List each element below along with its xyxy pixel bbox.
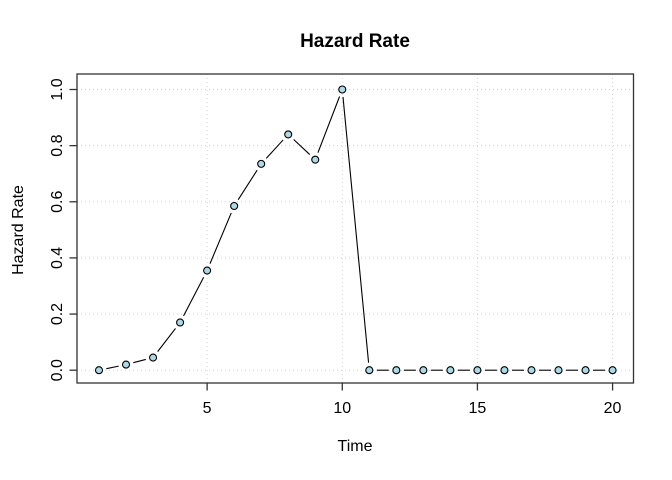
x-tick-label: 20 [604,400,622,417]
data-point [311,155,320,164]
x-tick-label: 10 [333,400,351,417]
data-point [473,366,482,375]
y-tick-label: 1.0 [49,78,66,100]
data-point [608,366,617,375]
series-segment [317,96,341,153]
data-point [392,366,401,375]
series-segment [293,139,311,155]
plot-box [76,73,635,384]
series-segment [209,212,232,264]
series-segment [106,365,119,370]
data-point [500,366,509,375]
y-tick-label: 0.8 [49,134,66,156]
series-segment [157,328,176,352]
plot-area: 5 10 15 20 0.0 0.2 0.4 0.6 0.8 1.0 [49,73,635,417]
y-axis-label: Hazard Rate [10,185,27,275]
data-point [365,366,374,375]
y-tick-label: 0.4 [49,247,66,269]
series-segment [265,139,284,159]
x-tick-label: 5 [203,400,212,417]
data-point [338,85,347,94]
series-segment [183,276,205,317]
data-point [419,366,428,375]
data-point [94,366,104,375]
data-point [203,266,212,275]
y-tick-label: 0.0 [49,359,66,381]
data-point [446,366,455,375]
chart-title: Hazard Rate [300,31,410,52]
data-point [581,366,590,375]
series-segment [342,96,370,363]
data-point [257,159,266,168]
data-point [554,366,563,375]
data-point [149,353,158,362]
data-point [527,366,536,375]
series-segment [237,169,258,200]
x-axis-label: Time [338,438,373,455]
series-segment [133,358,146,364]
data-point [284,130,293,139]
data-point [230,201,239,211]
y-tick-label: 0.2 [49,303,66,325]
data-point [121,360,131,369]
x-tick-label: 15 [469,400,487,417]
y-tick-label: 0.6 [49,191,66,213]
data-point [176,318,185,327]
